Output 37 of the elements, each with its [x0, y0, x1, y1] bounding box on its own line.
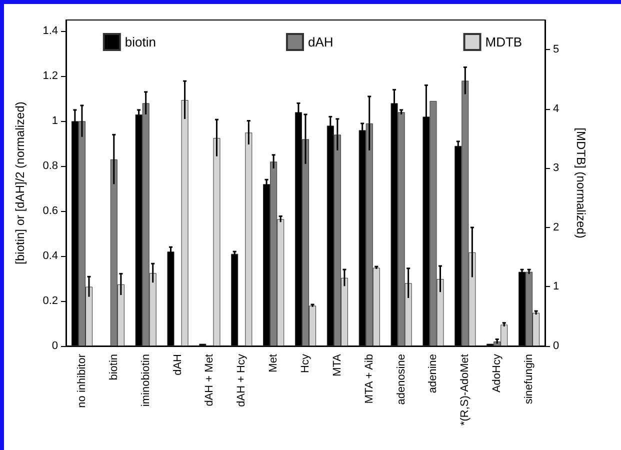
- y2-tick-label: 1: [553, 280, 560, 293]
- y2-tick-label: 4: [553, 102, 560, 115]
- x-tick-label: biotin: [108, 354, 120, 380]
- y-tick-label: 0.8: [42, 160, 58, 172]
- y2-axis-title: [MDTB] (normalized): [574, 128, 588, 238]
- y-tick-label: 0.6: [42, 205, 58, 218]
- y-tick-label: 1.4: [42, 25, 58, 38]
- y-tick-label: 1: [52, 115, 58, 128]
- bar: [213, 138, 220, 346]
- x-tick-label: dAH + Hcy: [236, 354, 248, 407]
- legend-label: dAH: [308, 34, 334, 50]
- legend-label: MDTB: [485, 34, 522, 50]
- y2-tick-label: 5: [553, 44, 560, 56]
- bar: [181, 100, 188, 346]
- y2-tick-label: 3: [553, 162, 560, 174]
- y2-tick-label: 2: [553, 221, 560, 234]
- x-tick-label: AdoHcy: [491, 354, 504, 393]
- y-tick-label: 0: [52, 340, 58, 352]
- bar: [245, 132, 252, 346]
- y-axis-title: [biotin] or [dAH]/2 (normalized): [13, 102, 27, 264]
- y2-tick-label: 0: [553, 340, 560, 352]
- x-tick-label: dAH + Met: [204, 354, 216, 406]
- x-tick-label: adenine: [427, 354, 440, 394]
- y-tick-label: 0.2: [42, 295, 58, 308]
- y-tick-label: 1.2: [42, 70, 58, 82]
- y-tick-label: 0.4: [42, 250, 58, 262]
- x-tick-label: MTA: [331, 353, 344, 376]
- x-tick-label: MTA + Aib: [363, 354, 376, 404]
- x-tick-label: Met: [268, 354, 280, 372]
- x-tick-label: sinefungin: [523, 354, 536, 404]
- x-tick-label: iminobiotin: [140, 354, 152, 407]
- x-tick-label: Hcy: [300, 354, 312, 373]
- x-tick-label: no inhibitor: [76, 354, 88, 408]
- legend-label: biotin: [124, 34, 156, 50]
- x-tick-label: *(R,S)-AdoMet: [459, 354, 472, 426]
- x-tick-label: dAH: [172, 354, 184, 376]
- x-tick-label: adenosine: [395, 354, 408, 405]
